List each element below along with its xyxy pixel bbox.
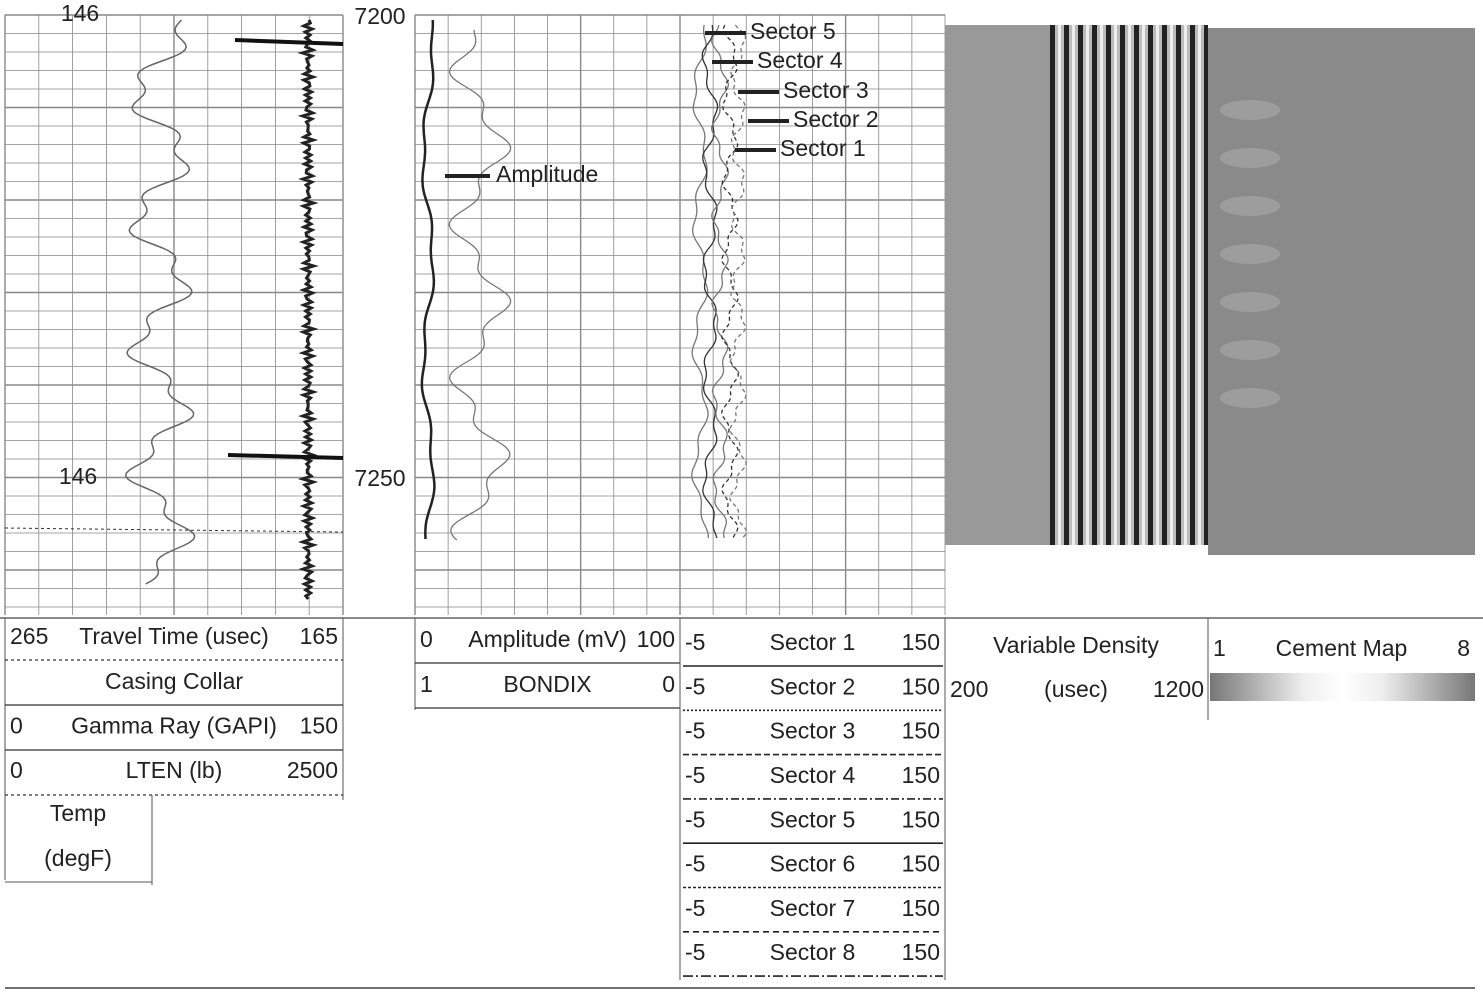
log-curve — [729, 24, 748, 539]
rule — [234, 38, 344, 46]
scale-max: 150 — [902, 629, 940, 655]
vdl-waves — [1050, 25, 1208, 545]
scale-max: 150 — [300, 712, 338, 738]
vdl-background — [945, 25, 1050, 545]
scale-max: 150 — [902, 762, 940, 788]
curve-name: Sector 2 — [770, 673, 856, 699]
temp-label: 146 — [61, 0, 99, 26]
log-curve — [124, 19, 196, 585]
depth-label: 7200 — [354, 3, 405, 29]
rule — [4, 527, 344, 533]
curve-name: Travel Time (usec) — [79, 623, 269, 649]
scale-min: 200 — [950, 676, 988, 702]
curve-name: Sector 1 — [770, 629, 856, 655]
cement-spot — [1220, 244, 1280, 264]
temp-label: 146 — [59, 463, 97, 489]
unit: (usec) — [1044, 676, 1108, 702]
cement-spot — [1220, 388, 1280, 408]
scale-min: 0 — [10, 712, 23, 738]
depth-label: 7250 — [354, 465, 405, 491]
curve-name: Casing Collar — [105, 668, 243, 694]
log-curve — [711, 24, 730, 539]
curve-name: Amplitude (mV) — [468, 626, 626, 652]
scale-max: 150 — [902, 939, 940, 965]
curve-name: Sector 4 — [770, 762, 856, 788]
curve-name: Cement Map — [1276, 635, 1408, 661]
cement-spot — [1220, 196, 1280, 216]
scale-min: -5 — [685, 629, 705, 655]
cement-spot — [1220, 340, 1280, 360]
curve-name: LTEN (lb) — [126, 757, 223, 783]
cement-scale — [1210, 673, 1475, 701]
scale-max: 165 — [300, 623, 338, 649]
scale-min: 0 — [420, 626, 433, 652]
scale-min: -5 — [685, 718, 705, 744]
curve-name: Sector 3 — [770, 718, 856, 744]
curve-name: Sector 6 — [770, 851, 856, 877]
scale-min: -5 — [685, 806, 705, 832]
annotation: Sector 3 — [783, 77, 869, 103]
curve-name: Sector 5 — [770, 806, 856, 832]
annotation: Sector 1 — [780, 135, 866, 161]
scale-max: 150 — [902, 673, 940, 699]
scale-min: 265 — [10, 623, 48, 649]
scale-min: -5 — [685, 762, 705, 788]
curve-name: Variable Density — [993, 632, 1159, 658]
scale-min: -5 — [685, 673, 705, 699]
cement-spot — [1220, 292, 1280, 312]
scale-min: 0 — [10, 757, 23, 783]
scale-max: 0 — [662, 671, 675, 697]
annotation: Sector 4 — [757, 47, 843, 73]
log-curve — [297, 19, 319, 600]
scale-max: 1200 — [1153, 676, 1204, 702]
scale-min: -5 — [685, 895, 705, 921]
temp-header: Temp — [50, 800, 106, 826]
scale-max: 2500 — [287, 757, 338, 783]
scale-max: 150 — [902, 718, 940, 744]
scale-min: -5 — [685, 851, 705, 877]
scale-max: 150 — [902, 895, 940, 921]
log-curve — [448, 29, 512, 541]
scale-min: 1 — [420, 671, 433, 697]
scale-max: 150 — [902, 806, 940, 832]
log-curve — [420, 19, 436, 540]
temp-header: (degF) — [44, 845, 112, 871]
curve-name: Sector 7 — [770, 895, 856, 921]
rule — [227, 453, 344, 460]
scale-min: -5 — [685, 939, 705, 965]
log-curve — [721, 24, 739, 539]
annotation: Amplitude — [496, 161, 598, 187]
scale-min: 1 — [1213, 635, 1226, 661]
curve-name: BONDIX — [503, 671, 591, 697]
annotation: Sector 2 — [793, 106, 879, 132]
scale-max: 8 — [1457, 635, 1470, 661]
curve-name: Gamma Ray (GAPI) — [71, 712, 277, 738]
annotation: Sector 5 — [750, 18, 836, 44]
scale-max: 150 — [902, 851, 940, 877]
scale-max: 100 — [637, 626, 675, 652]
cement-spot — [1220, 148, 1280, 168]
log-curve — [701, 24, 719, 539]
curve-name: Sector 8 — [770, 939, 856, 965]
cement-spot — [1220, 100, 1280, 120]
